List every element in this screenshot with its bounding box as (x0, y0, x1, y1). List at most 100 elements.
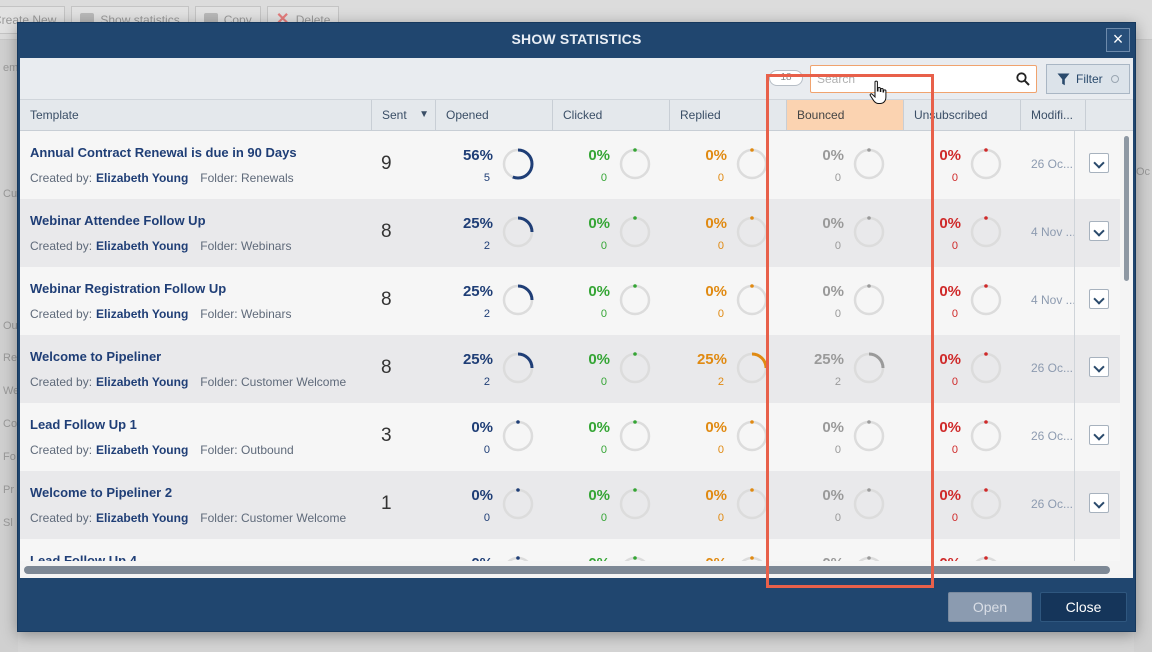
search-input[interactable] (811, 66, 1001, 92)
unsubscribed-cell: 0% 0 (904, 471, 1021, 539)
table-row[interactable]: Annual Contract Renewal is due in 90 Day… (20, 131, 1120, 199)
table-row[interactable]: Lead Follow Up 4Created by:Elizabeth You… (20, 539, 1120, 561)
clicked-ring-marker (633, 488, 637, 492)
table-row[interactable]: Welcome to Pipeliner Created by: Elizabeth… (20, 335, 1120, 403)
opened-cell: 0% 0 (436, 471, 553, 539)
column-header-clicked[interactable]: Clicked (553, 100, 670, 130)
filter-status-dot (1110, 75, 1119, 83)
opened-cell: 25% 2 (436, 267, 553, 335)
replied-percent: 0% (705, 487, 727, 504)
bounced-progress-ring (853, 352, 885, 384)
opened-percent: 25% (462, 351, 493, 368)
replied-count: 0 (717, 512, 724, 524)
close-button[interactable]: Close (1040, 592, 1127, 622)
table-row[interactable]: Welcome to Pipeliner 2 Created by: Elizabe… (20, 471, 1120, 539)
clicked-progress-ring (619, 488, 651, 520)
unsubscribed-ring-track (970, 148, 1002, 180)
created-by-value: Elizabeth Young (96, 307, 189, 321)
opened-count: 5 (483, 172, 490, 184)
search-box[interactable] (810, 65, 1037, 93)
clicked-ring-track (619, 488, 651, 520)
column-header-sent[interactable]: Sent ▼ (372, 100, 436, 130)
unsubscribed-count: 0 (951, 308, 958, 320)
template-name[interactable]: Webinar Attendee Follow Up (30, 213, 206, 228)
opened-percent: 0% (471, 419, 493, 436)
template-name[interactable]: Annual Contract Renewal is due in 90 Day… (30, 145, 297, 160)
bounced-percent: 0% (822, 147, 844, 164)
template-name[interactable]: Welcome to Pipeliner (30, 349, 162, 364)
opened-cell: 25% 2 (436, 199, 553, 267)
horizontal-scrollbar[interactable] (24, 566, 1110, 574)
bg-left-fragment: We (3, 385, 20, 397)
table-row[interactable]: Webinar Registration Follow Up Created by… (20, 267, 1120, 335)
replied-cell: 0% 0 (670, 199, 787, 267)
folder-value: Customer Welcome (240, 511, 347, 525)
folder-label: Folder: (200, 375, 238, 389)
opened-ring-marker (516, 556, 520, 560)
unsubscribed-percent: 0% (939, 487, 961, 504)
column-header-template[interactable]: Template (20, 100, 372, 130)
unsubscribed-cell: 0% 0 (904, 267, 1021, 335)
folder-label: Folder: (200, 511, 238, 525)
bounced-progress-ring (853, 420, 885, 452)
column-header-modified[interactable]: Modifi... (1021, 100, 1086, 130)
unsubscribed-cell: 0% 0 (904, 335, 1021, 403)
template-name[interactable]: Webinar Registration Follow Up (30, 281, 227, 296)
search-icon[interactable] (1016, 72, 1030, 86)
unsubscribed-progress-ring (975, 556, 997, 561)
template-name[interactable]: Welcome to Pipeliner 2 (30, 485, 173, 500)
template-name[interactable]: Lead Follow Up 1 (30, 417, 137, 432)
clicked-count: 0 (600, 172, 607, 184)
unsubscribed-percent: 0% (939, 215, 961, 232)
bg-left-fragment: Cu (3, 188, 18, 200)
table-row[interactable]: Lead Follow Up 1 Created by: Elizabeth You… (20, 403, 1120, 471)
column-header-opened[interactable]: Opened (436, 100, 553, 130)
filter-button[interactable]: Filter (1046, 64, 1130, 94)
bounced-percent: 25% (813, 351, 844, 368)
unsubscribed-ring-track (970, 216, 1002, 248)
grid-header: Template Sent ▼ Opened Clicked Replied B… (20, 100, 1133, 131)
open-button[interactable]: Open (948, 592, 1032, 622)
unsubscribed-percent: 0% (939, 147, 961, 164)
bounced-cell: 25% 2 (787, 335, 904, 403)
bg-left-fragment: Sl (3, 517, 13, 529)
replied-ring-marker (750, 148, 754, 152)
opened-progress-ring (502, 216, 534, 248)
clicked-count: 0 (600, 308, 607, 320)
row-menu-chevron-down-icon[interactable] (1089, 493, 1109, 513)
bounced-ring-arc (853, 352, 885, 384)
unsubscribed-ring-marker (984, 352, 988, 356)
created-by-label: Created by: (30, 307, 93, 321)
opened-count: 2 (483, 308, 490, 320)
opened-percent: 56% (462, 147, 493, 164)
clicked-percent: 0% (588, 283, 610, 300)
folder-label: Folder: (200, 171, 238, 185)
template-name[interactable]: Lead Follow Up 4 (30, 553, 137, 561)
vertical-scrollbar[interactable] (1124, 136, 1129, 281)
statistics-grid: Annual Contract Renewal is due in 90 Day… (20, 131, 1133, 561)
bg-left-fragment: Re (3, 352, 18, 364)
grid-toolbar: 18 Filter (20, 58, 1133, 100)
table-row[interactable]: Webinar Attendee Follow Up Created by: Eli… (20, 199, 1120, 267)
bounced-ring-track (853, 284, 885, 316)
clicked-ring-track (619, 352, 651, 384)
column-header-replied[interactable]: Replied (670, 100, 787, 130)
modified-date: 4 Nov ... (1031, 225, 1076, 239)
opened-count: 2 (483, 376, 490, 388)
dialog-close-icon[interactable]: × (1106, 28, 1130, 52)
column-header-bounced[interactable]: Bounced (787, 100, 904, 130)
row-menu-chevron-down-icon[interactable] (1089, 289, 1109, 309)
bounced-count: 0 (834, 308, 841, 320)
clicked-ring-track (619, 216, 651, 248)
row-menu-chevron-down-icon[interactable] (1089, 221, 1109, 241)
row-menu-chevron-down-icon[interactable] (1089, 425, 1109, 445)
replied-count: 0 (717, 240, 724, 252)
row-menu-chevron-down-icon[interactable] (1089, 357, 1109, 377)
row-menu-chevron-down-icon[interactable] (1089, 153, 1109, 173)
replied-progress-ring (736, 284, 768, 316)
opened-progress-ring (502, 148, 534, 180)
unsubscribed-progress-ring (970, 352, 1002, 384)
column-header-unsubscribed[interactable]: Unsubscribed (904, 100, 1021, 130)
unsubscribed-ring-track (970, 488, 1002, 520)
clicked-ring-marker (633, 420, 637, 424)
